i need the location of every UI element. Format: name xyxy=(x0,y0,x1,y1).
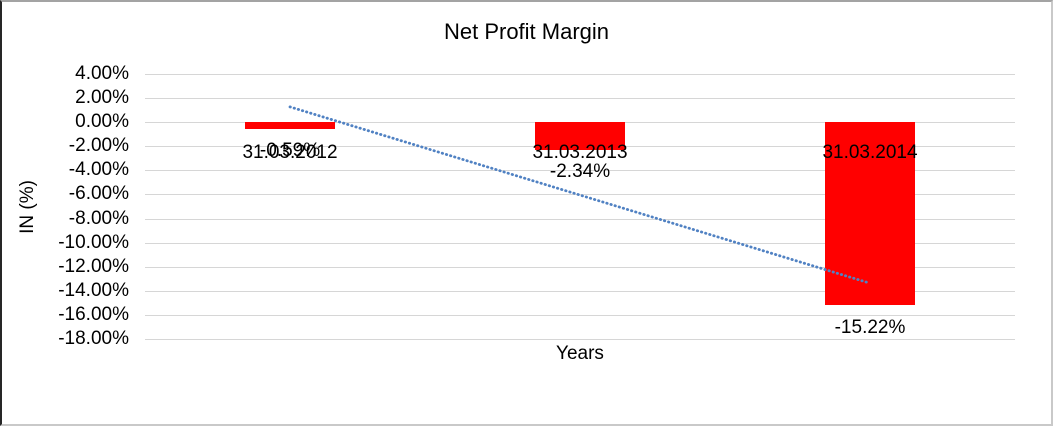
gridline xyxy=(145,315,1015,316)
bar-31.03.2012 xyxy=(245,122,335,129)
gridline xyxy=(145,74,1015,75)
category-label: 31.03.2013 xyxy=(532,142,628,163)
data-label: -15.22% xyxy=(834,317,906,338)
gridline xyxy=(145,291,1015,292)
y-tick-label: -2.00% xyxy=(68,135,129,156)
x-axis-title: Years xyxy=(556,343,604,364)
y-tick-label: -4.00% xyxy=(68,159,129,180)
y-tick-label: -10.00% xyxy=(58,232,129,253)
y-tick-label: -12.00% xyxy=(58,256,129,277)
category-label: 31.03.2014 xyxy=(822,142,918,163)
y-tick-label: 0.00% xyxy=(75,111,129,132)
y-tick-label: -8.00% xyxy=(68,208,129,229)
chart-title: Net Profit Margin xyxy=(443,19,610,44)
y-tick-label: -6.00% xyxy=(68,183,129,204)
data-label: -2.34% xyxy=(549,161,611,182)
gridline xyxy=(145,339,1015,340)
y-tick-label: 4.00% xyxy=(75,63,129,84)
y-tick-label: -14.00% xyxy=(58,280,129,301)
y-tick-label: -16.00% xyxy=(58,304,129,325)
data-label: -0.59% xyxy=(259,140,321,161)
y-tick-label: 2.00% xyxy=(75,87,129,108)
y-tick-label: -18.00% xyxy=(58,328,129,349)
category-label: 31.03.2012 xyxy=(242,142,338,163)
gridline xyxy=(145,98,1015,99)
